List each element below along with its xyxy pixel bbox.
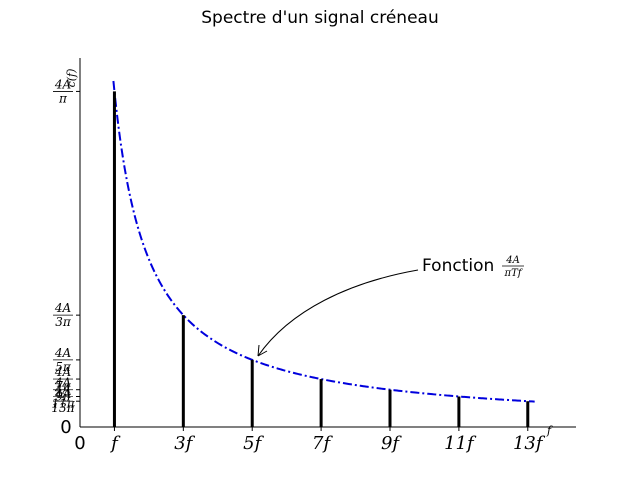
x-tick-label: 11f xyxy=(444,433,477,454)
x-ticks-layer: f 3f 5f 7f 9f 11f 13f xyxy=(109,427,546,454)
y-tick-label-denominator: 11π xyxy=(51,397,75,411)
annotation-arrowhead xyxy=(257,344,268,357)
y-tick-label-numerator: 4A xyxy=(54,376,72,390)
x-tick-label: 13f xyxy=(513,433,546,454)
annotation-arrow xyxy=(257,269,419,357)
x-tick-label: 5f xyxy=(243,433,264,454)
y-tick-label-numerator: 4A xyxy=(54,387,72,401)
y-origin-label: 0 xyxy=(60,417,71,438)
annotation-layer: Fonction 4A πTf xyxy=(257,255,524,357)
annotation-numerator: 4A xyxy=(505,255,520,266)
x-axis-label: f xyxy=(546,424,553,437)
x-tick-label: 7f xyxy=(312,433,333,454)
y-tick-label-numerator: 4A xyxy=(54,301,72,315)
y-tick-label-numerator: 4A xyxy=(54,365,72,379)
envelope-layer xyxy=(112,80,535,403)
y-tick-label-denominator: π xyxy=(58,91,68,105)
y-tick-label-numerator: 4A xyxy=(54,383,72,397)
x-tick-label: 3f xyxy=(174,433,195,454)
y-tick-label-denominator: 5π xyxy=(55,360,72,374)
annotation-denominator: πTf xyxy=(504,268,524,279)
x-tick-label: 9f xyxy=(381,433,402,454)
x-origin-label: 0 xyxy=(74,433,85,454)
y-tick-label-numerator: 4A xyxy=(54,77,72,91)
chart-title: Spectre d'un signal créneau xyxy=(201,8,439,28)
y-axis-label: c(f) xyxy=(65,69,78,88)
bars-layer xyxy=(112,91,530,427)
y-tick-label-numerator: 4A xyxy=(54,346,72,360)
x-tick-label: f xyxy=(109,433,121,454)
y-tick-label-denominator: 3π xyxy=(55,315,72,329)
annotation-text: Fonction xyxy=(422,256,494,276)
envelope-curve xyxy=(112,80,535,403)
y-tick-label-denominator: 13π xyxy=(51,401,75,415)
axes-layer xyxy=(79,58,576,428)
